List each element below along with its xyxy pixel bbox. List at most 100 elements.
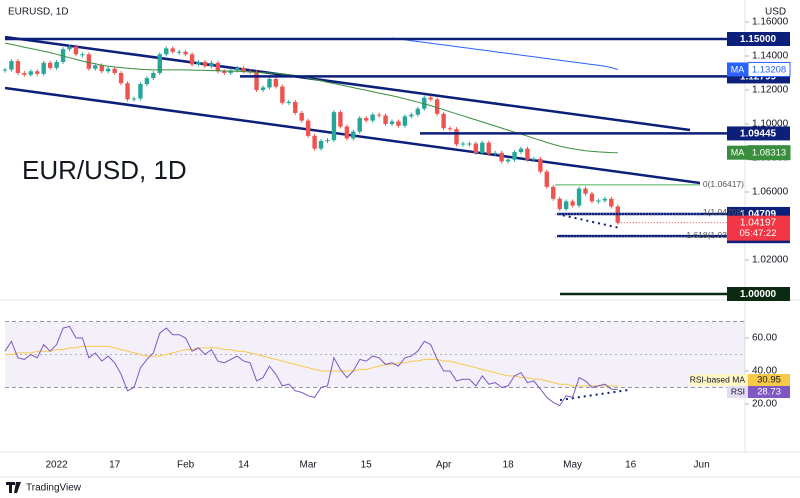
ma-value-box <box>747 61 791 77</box>
countdown: 05:47:22 <box>740 228 777 239</box>
candle <box>383 115 388 124</box>
candle <box>518 148 524 153</box>
candle <box>454 129 459 145</box>
candle <box>67 46 72 50</box>
trend-line <box>4 35 691 132</box>
rsi-name: RSI <box>731 386 745 396</box>
rsi-value: 28.73 <box>757 387 781 398</box>
chart-title: EURUSD, 1D <box>8 7 69 18</box>
candle <box>389 121 395 124</box>
footer-brand: TradingView <box>26 483 82 494</box>
candle <box>131 98 137 100</box>
candle <box>409 114 414 117</box>
candle <box>499 152 504 162</box>
ma-value: 1.08313 <box>752 148 786 159</box>
candle <box>22 73 27 75</box>
candle <box>551 186 556 199</box>
candle <box>112 68 117 73</box>
candle <box>35 71 40 74</box>
candle <box>486 142 491 154</box>
candle <box>376 114 382 116</box>
y-tick-label: 60.00 <box>752 333 777 344</box>
candle <box>493 152 498 154</box>
ma-name: MA <box>731 64 745 74</box>
candle <box>402 116 408 126</box>
candle <box>9 61 14 70</box>
level-label: 1.04709 <box>740 209 777 220</box>
fib-label: 0(1.06417) <box>703 179 744 189</box>
ma-value-box <box>747 145 791 161</box>
annotation: EUR/USD, 1D <box>22 155 187 185</box>
candle <box>609 198 614 207</box>
candle <box>273 78 279 87</box>
price-tag <box>727 215 790 241</box>
candle <box>170 48 175 52</box>
candle <box>589 193 595 202</box>
x-tick-label: 16 <box>625 460 637 471</box>
candle <box>86 54 92 69</box>
ma-value: 1.13208 <box>752 64 786 75</box>
level-box <box>727 287 790 301</box>
rsi-name: RSI-based MA <box>690 374 746 384</box>
candle <box>93 65 98 69</box>
level-box <box>727 126 790 141</box>
candle <box>241 67 246 72</box>
x-tick-label: Jun <box>694 460 710 471</box>
x-tick-label: 17 <box>109 460 121 471</box>
candle <box>196 61 201 65</box>
x-tick-label: Mar <box>300 460 318 471</box>
candle <box>118 73 124 84</box>
ma-tag <box>727 62 748 77</box>
y-tick-label: 1.10000 <box>752 119 789 130</box>
candle <box>512 152 517 160</box>
candle <box>228 70 233 73</box>
candle <box>596 200 601 202</box>
candle <box>106 68 111 72</box>
candle <box>312 135 317 149</box>
candle <box>338 112 343 127</box>
candle <box>602 198 608 201</box>
rsi-value: 30.95 <box>757 375 781 386</box>
y-tick-label: 40.00 <box>752 366 777 377</box>
candle <box>318 141 324 149</box>
fib-label: 1(1.04709) <box>703 207 744 217</box>
candle <box>47 62 53 68</box>
candle <box>441 113 446 129</box>
candle <box>460 143 466 145</box>
candle <box>164 48 169 55</box>
candle <box>144 78 150 85</box>
candle <box>351 131 356 139</box>
candle <box>531 158 537 160</box>
candle <box>280 86 285 103</box>
candle <box>434 99 440 114</box>
candle <box>202 61 208 67</box>
candle <box>254 72 259 90</box>
candle <box>41 62 46 74</box>
candle <box>583 188 588 194</box>
x-tick-label: Apr <box>436 460 452 471</box>
candle <box>183 51 188 55</box>
y-tick-label: 1.14000 <box>752 51 789 62</box>
y-tick-label: 1.02000 <box>752 255 789 266</box>
candle <box>576 188 582 206</box>
candle <box>480 142 485 153</box>
candle <box>54 61 59 68</box>
x-tick-label: Feb <box>177 460 195 471</box>
candle <box>286 101 291 103</box>
series-line <box>5 345 618 387</box>
candle <box>364 118 369 121</box>
x-tick-label: 18 <box>503 460 515 471</box>
candle <box>299 112 304 121</box>
candle <box>28 71 33 75</box>
candle <box>447 128 453 130</box>
candle <box>176 51 182 53</box>
candle <box>331 112 337 141</box>
x-tick-label: 15 <box>361 460 373 471</box>
level-label: 1.00000 <box>740 289 777 300</box>
candle <box>235 67 240 71</box>
candle <box>260 87 266 90</box>
candle <box>189 54 195 65</box>
